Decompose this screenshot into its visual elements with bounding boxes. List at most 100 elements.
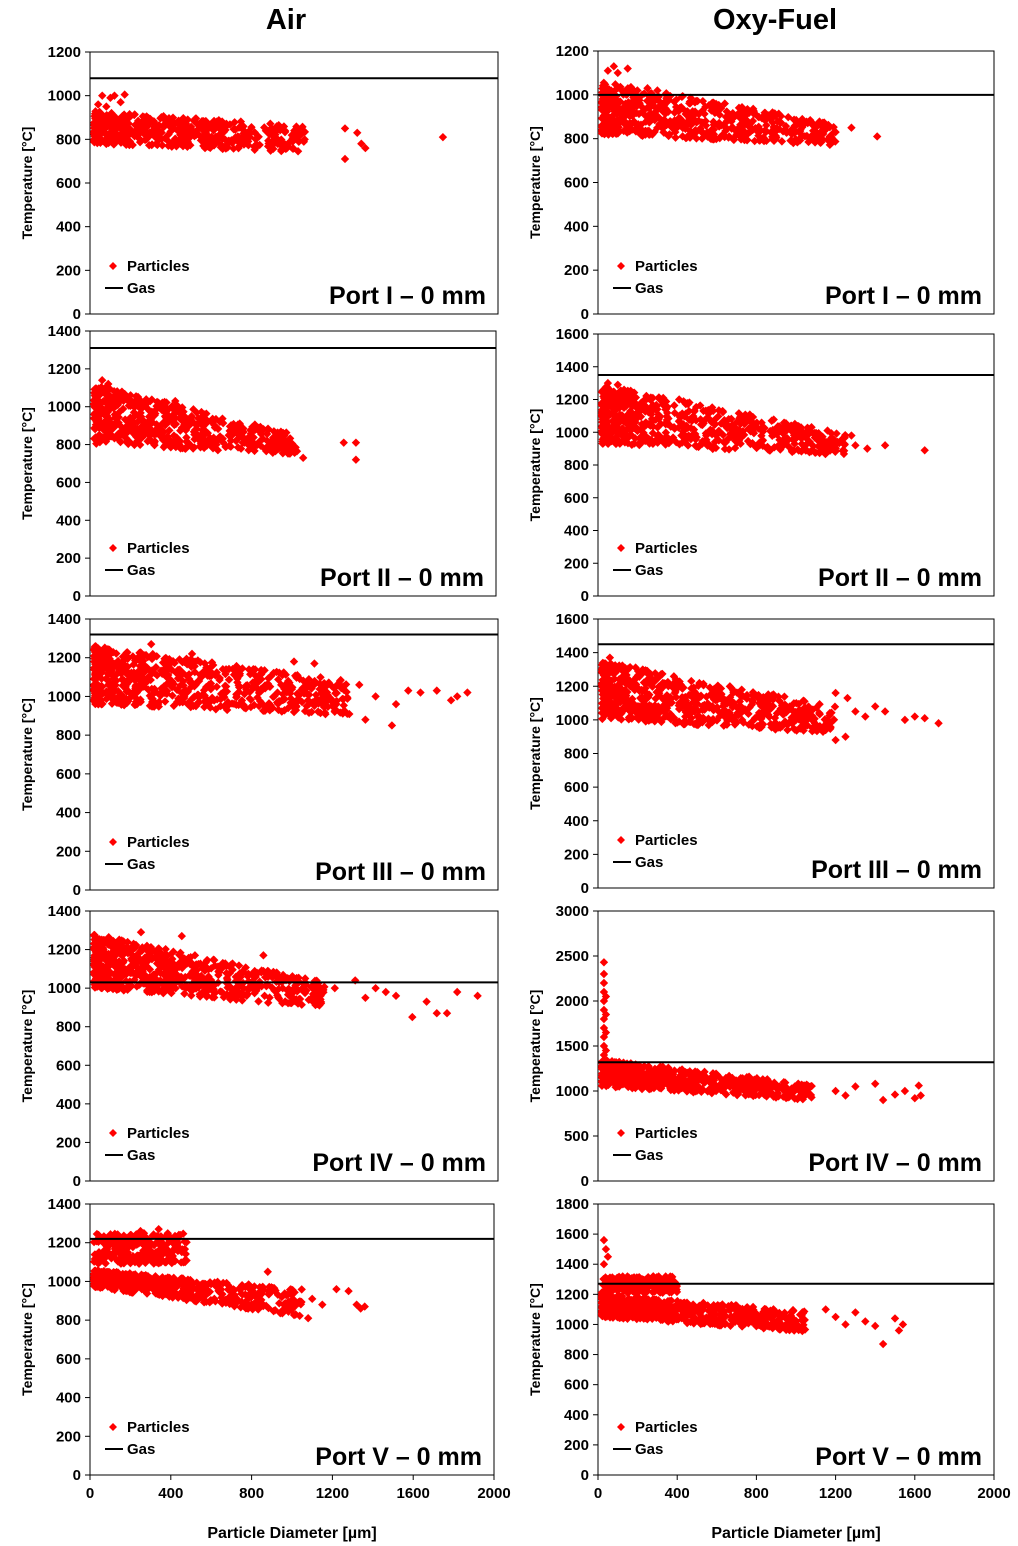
- particle-point-4-3: [310, 659, 319, 668]
- particle-point-4-5: [371, 692, 380, 701]
- ytick-label-4-6: 1200: [48, 650, 81, 667]
- particle-point-1-6: [831, 127, 840, 137]
- ytick-label-8-0: 0: [73, 1467, 81, 1484]
- particle-point-8-0: [154, 1224, 163, 1234]
- ytick-label-9-6: 1200: [556, 1286, 589, 1303]
- particle-point-5-10: [934, 719, 943, 728]
- panel-label-9: Port V – 0 mm: [815, 1443, 982, 1471]
- particle-point-9-1: [601, 1244, 611, 1254]
- particle-point-2-2: [126, 391, 135, 400]
- ytick-label-5-2: 400: [564, 813, 589, 830]
- legend-gas-label-6: Gas: [127, 1147, 155, 1164]
- ytick-label-2-6: 1200: [48, 361, 81, 378]
- particle-point-9-0: [599, 1235, 609, 1245]
- particle-point-7-10: [599, 969, 609, 979]
- particle-point-6-2: [259, 951, 268, 960]
- particle-point-9-5: [831, 1312, 840, 1322]
- ytick-label-0-2: 400: [56, 219, 81, 236]
- particle-point-6-13: [473, 991, 482, 1001]
- particle-point-9-2: [603, 1252, 613, 1261]
- xtick-label-9-3: 1200: [819, 1485, 852, 1502]
- legend-gas-label-8: Gas: [127, 1441, 155, 1458]
- ytick-label-8-4: 800: [56, 1312, 81, 1329]
- ytick-label-9-0: 0: [581, 1467, 589, 1484]
- particle-point-1-3: [623, 64, 632, 73]
- particle-point-7-1: [599, 1050, 609, 1060]
- particle-point-6-14: [432, 1009, 441, 1018]
- legend-particles-label-4: Particles: [127, 834, 190, 851]
- panel-frame-0: [89, 51, 499, 315]
- ytick-label-5-5: 1000: [556, 712, 589, 729]
- particle-cloud-7: [597, 1055, 816, 1104]
- particle-point-8-1: [136, 1226, 145, 1236]
- particle-point-9-9: [871, 1321, 880, 1331]
- particle-point-7-0: [599, 1059, 609, 1069]
- particle-point-7-14: [601, 1010, 611, 1019]
- ytick-label-6-0: 0: [73, 1173, 81, 1190]
- particle-point-7-16: [831, 1086, 840, 1096]
- particle-point-0-2: [102, 102, 111, 111]
- ytick-label-3-8: 1600: [556, 326, 589, 343]
- particle-point-2-4: [298, 453, 308, 463]
- particle-point-4-2: [289, 657, 299, 666]
- legend-gas-label-4: Gas: [127, 856, 155, 873]
- particle-point-2-6: [351, 438, 361, 447]
- ytick-label-5-1: 200: [564, 846, 589, 863]
- legend-gas-label-7: Gas: [635, 1147, 663, 1164]
- legend-particles-label-1: Particles: [635, 258, 698, 275]
- particle-point-3-1: [613, 380, 622, 389]
- legend-particles-label-3: Particles: [635, 540, 698, 557]
- particle-point-0-11: [340, 154, 350, 164]
- particle-point-3-4: [847, 431, 856, 440]
- particle-point-7-13: [601, 1028, 611, 1037]
- ytick-label-7-1: 500: [564, 1128, 589, 1145]
- panel-label-0: Port I – 0 mm: [329, 282, 486, 310]
- particle-point-9-6: [841, 1320, 850, 1329]
- particle-point-3-8: [920, 446, 929, 455]
- particle-point-7-20: [878, 1095, 888, 1105]
- column-title-air: Air: [265, 4, 307, 36]
- ytick-label-1-2: 400: [564, 218, 589, 235]
- ytick-label-0-1: 200: [56, 262, 81, 279]
- ytick-label-9-4: 800: [564, 1347, 589, 1364]
- ytick-label-6-1: 200: [56, 1134, 81, 1151]
- particle-point-4-0: [147, 639, 156, 649]
- ytick-label-5-8: 1600: [556, 611, 589, 628]
- particle-point-7-15: [601, 992, 611, 1001]
- particle-point-9-3: [599, 1260, 609, 1269]
- particle-point-6-3: [330, 983, 339, 993]
- ytick-label-7-0: 0: [581, 1173, 589, 1190]
- particle-point-0-10: [361, 143, 370, 153]
- legend-gas-label-3: Gas: [635, 562, 663, 579]
- legend-particles-marker-0: [109, 262, 117, 270]
- particle-point-8-5: [332, 1284, 341, 1294]
- particle-point-5-11: [841, 732, 850, 741]
- ytick-label-6-3: 600: [56, 1057, 81, 1074]
- ytick-label-5-0: 0: [581, 880, 589, 897]
- particle-point-7-3: [599, 1032, 609, 1042]
- particle-point-3-7: [880, 441, 890, 450]
- particle-point-8-3: [308, 1294, 317, 1304]
- ytick-label-8-3: 600: [56, 1351, 81, 1368]
- xtick-label-9-4: 1600: [898, 1485, 931, 1502]
- particle-point-3-2: [674, 395, 684, 404]
- particle-cloud-1: [597, 78, 840, 150]
- particle-point-5-6: [880, 707, 890, 716]
- particle-point-5-5: [871, 702, 880, 711]
- particle-point-7-23: [910, 1094, 919, 1103]
- particle-cloud-4: [89, 642, 354, 719]
- particle-point-1-0: [603, 66, 613, 75]
- particle-point-0-4: [110, 91, 119, 100]
- particle-point-5-1: [831, 688, 840, 698]
- particle-cloud-3: [597, 383, 850, 459]
- particle-point-8-4: [318, 1300, 327, 1309]
- particle-point-7-18: [851, 1082, 860, 1091]
- legend-particles-marker-1: [617, 262, 625, 270]
- particle-point-0-9: [357, 139, 366, 148]
- legend-particles-label-8: Particles: [127, 1419, 190, 1436]
- xtick-label-8-1: 400: [158, 1485, 183, 1502]
- particle-point-5-4: [861, 712, 870, 721]
- xlabel-8: Particle Diameter [µm]: [207, 1525, 376, 1542]
- ytick-label-8-6: 1200: [48, 1235, 81, 1252]
- ytick-label-4-7: 1400: [48, 611, 81, 628]
